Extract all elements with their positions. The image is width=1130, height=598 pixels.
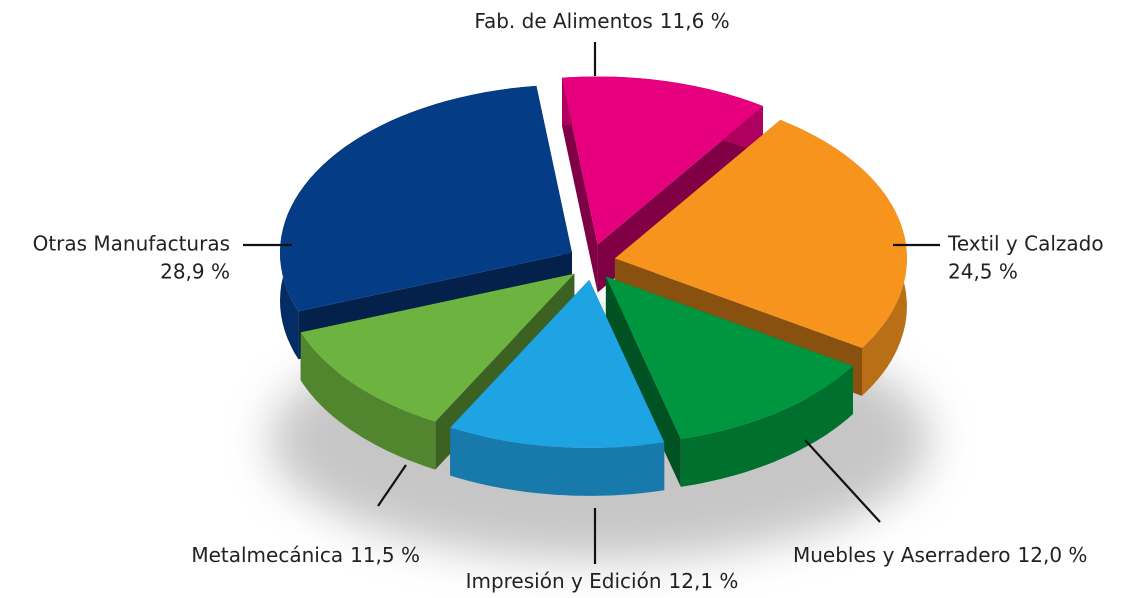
leader-line xyxy=(804,439,881,523)
leader-line xyxy=(377,464,407,507)
slice-label-group: Muebles y Aserradero 12,0 % xyxy=(793,543,1087,567)
slice-label-group: Fab. de Alimentos 11,6 % xyxy=(474,9,729,33)
value-label: 28,9 % xyxy=(160,260,230,284)
slice-wall xyxy=(680,366,853,487)
tops xyxy=(280,76,907,448)
value-label: 11,6 % xyxy=(660,9,730,33)
slice xyxy=(605,276,853,439)
value-label: 12,0 % xyxy=(1018,543,1088,567)
value-label: 24,5 % xyxy=(948,260,1018,284)
slice-label: Textil y Calzado xyxy=(947,232,1104,256)
slice xyxy=(280,85,572,312)
slice-label: Metalmecánica xyxy=(191,543,343,567)
slice xyxy=(450,279,665,448)
slice-label-group: Impresión y Edición 12,1 % xyxy=(466,569,739,593)
slice-label: Muebles y Aserradero xyxy=(793,543,1011,567)
slice xyxy=(300,273,575,422)
slice-label: Fab. de Alimentos xyxy=(474,9,652,33)
value-label: 12,1 % xyxy=(669,569,739,593)
slice-side xyxy=(562,77,598,293)
slice-label: Otras Manufacturas xyxy=(33,232,230,256)
slice-side xyxy=(605,276,681,487)
slice xyxy=(562,76,763,245)
slice-label: Impresión y Edición xyxy=(466,569,662,593)
slice xyxy=(614,119,907,348)
slice-label-group: Metalmecánica 11,5 % xyxy=(191,543,420,567)
slice-wall xyxy=(300,332,436,470)
slice-wall xyxy=(450,427,665,496)
value-label: 11,5 % xyxy=(350,543,420,567)
labels: Fab. de Alimentos 11,6 % Textil y Calzado 2… xyxy=(33,9,1104,593)
